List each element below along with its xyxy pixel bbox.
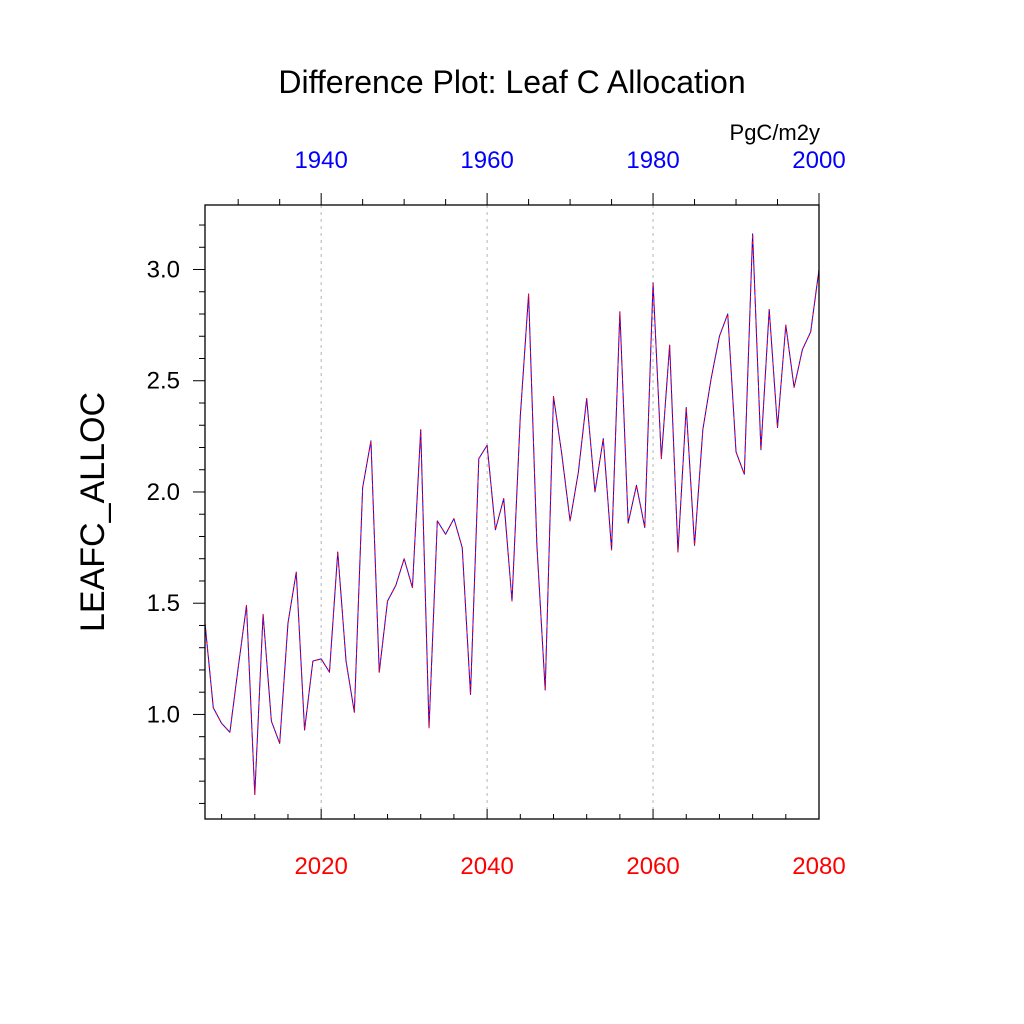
y-tick-label: 2.0	[147, 479, 180, 506]
data-point	[370, 440, 372, 442]
data-point	[668, 344, 670, 346]
data-point	[569, 520, 571, 522]
data-point	[328, 671, 330, 673]
data-point	[527, 293, 529, 295]
data-point	[710, 377, 712, 379]
y-tick-label: 2.5	[147, 368, 180, 395]
data-point	[751, 233, 753, 235]
grid-lines	[320, 205, 654, 819]
data-point	[727, 313, 729, 315]
data-point	[544, 689, 546, 691]
data-point	[503, 497, 505, 499]
data-point	[594, 491, 596, 493]
y-tick-label: 3.0	[147, 257, 180, 284]
data-point	[685, 406, 687, 408]
data-point	[411, 586, 413, 588]
data-point	[254, 793, 256, 795]
data-point	[511, 600, 513, 602]
data-point	[303, 729, 305, 731]
data-point	[478, 457, 480, 459]
data-point	[353, 711, 355, 713]
data-point	[395, 584, 397, 586]
data-point	[619, 311, 621, 313]
data-point	[660, 457, 662, 459]
top-tick-label: 1960	[460, 147, 513, 174]
data-point	[536, 544, 538, 546]
data-point	[785, 324, 787, 326]
data-point	[702, 428, 704, 430]
data-point	[444, 533, 446, 535]
data-point	[229, 731, 231, 733]
data-point	[693, 544, 695, 546]
data-point	[345, 660, 347, 662]
y-axis-title: LEAFC_ALLOC	[74, 392, 112, 632]
data-point	[320, 658, 322, 660]
tick-labels: 2020 2040 2060 2080 1940 1960 1980 2000 1.0 1.5 2.…	[147, 147, 846, 880]
data-point	[561, 453, 563, 455]
data-point	[386, 600, 388, 602]
data-point	[237, 667, 239, 669]
data-series	[204, 233, 820, 796]
data-point	[635, 484, 637, 486]
data-point	[469, 693, 471, 695]
data-point	[627, 522, 629, 524]
data-point	[760, 449, 762, 451]
data-point	[552, 395, 554, 397]
data-point	[602, 437, 604, 439]
data-point	[810, 331, 812, 333]
data-point	[278, 742, 280, 744]
data-point	[245, 604, 247, 606]
data-point	[453, 517, 455, 519]
data-point	[287, 622, 289, 624]
data-point	[436, 520, 438, 522]
data-point	[220, 722, 222, 724]
data-point	[718, 335, 720, 337]
data-point	[428, 727, 430, 729]
data-point	[337, 551, 339, 553]
data-point	[610, 549, 612, 551]
bottom-tick-label: 2080	[792, 853, 845, 880]
y-tick-label: 1.5	[147, 590, 180, 617]
data-point	[577, 471, 579, 473]
data-point	[486, 444, 488, 446]
units-label: PgC/m2y	[730, 120, 820, 145]
series-line-dashed	[204, 233, 820, 796]
data-point	[585, 397, 587, 399]
data-point	[652, 282, 654, 284]
data-point	[295, 571, 297, 573]
data-point	[262, 613, 264, 615]
data-point	[270, 720, 272, 722]
bottom-tick-label: 2040	[460, 853, 513, 880]
data-point	[768, 308, 770, 310]
top-tick-label: 2000	[792, 147, 845, 174]
data-point	[403, 558, 405, 560]
data-point	[743, 473, 745, 475]
chart-title: Difference Plot: Leaf C Allocation	[278, 64, 745, 100]
data-point	[519, 415, 521, 417]
data-point	[420, 428, 422, 430]
data-point	[212, 707, 214, 709]
y-tick-label: 1.0	[147, 701, 180, 728]
data-point	[735, 451, 737, 453]
top-tick-label: 1940	[294, 147, 347, 174]
data-point	[677, 551, 679, 553]
plot-frame	[204, 204, 820, 820]
data-point	[793, 386, 795, 388]
data-point	[494, 529, 496, 531]
data-point	[801, 348, 803, 350]
data-point	[361, 486, 363, 488]
data-point	[776, 426, 778, 428]
top-tick-label: 1980	[626, 147, 679, 174]
data-point	[644, 526, 646, 528]
bottom-tick-label: 2020	[294, 853, 347, 880]
data-point	[461, 546, 463, 548]
data-point	[378, 671, 380, 673]
data-point	[312, 660, 314, 662]
bottom-tick-label: 2060	[626, 853, 679, 880]
